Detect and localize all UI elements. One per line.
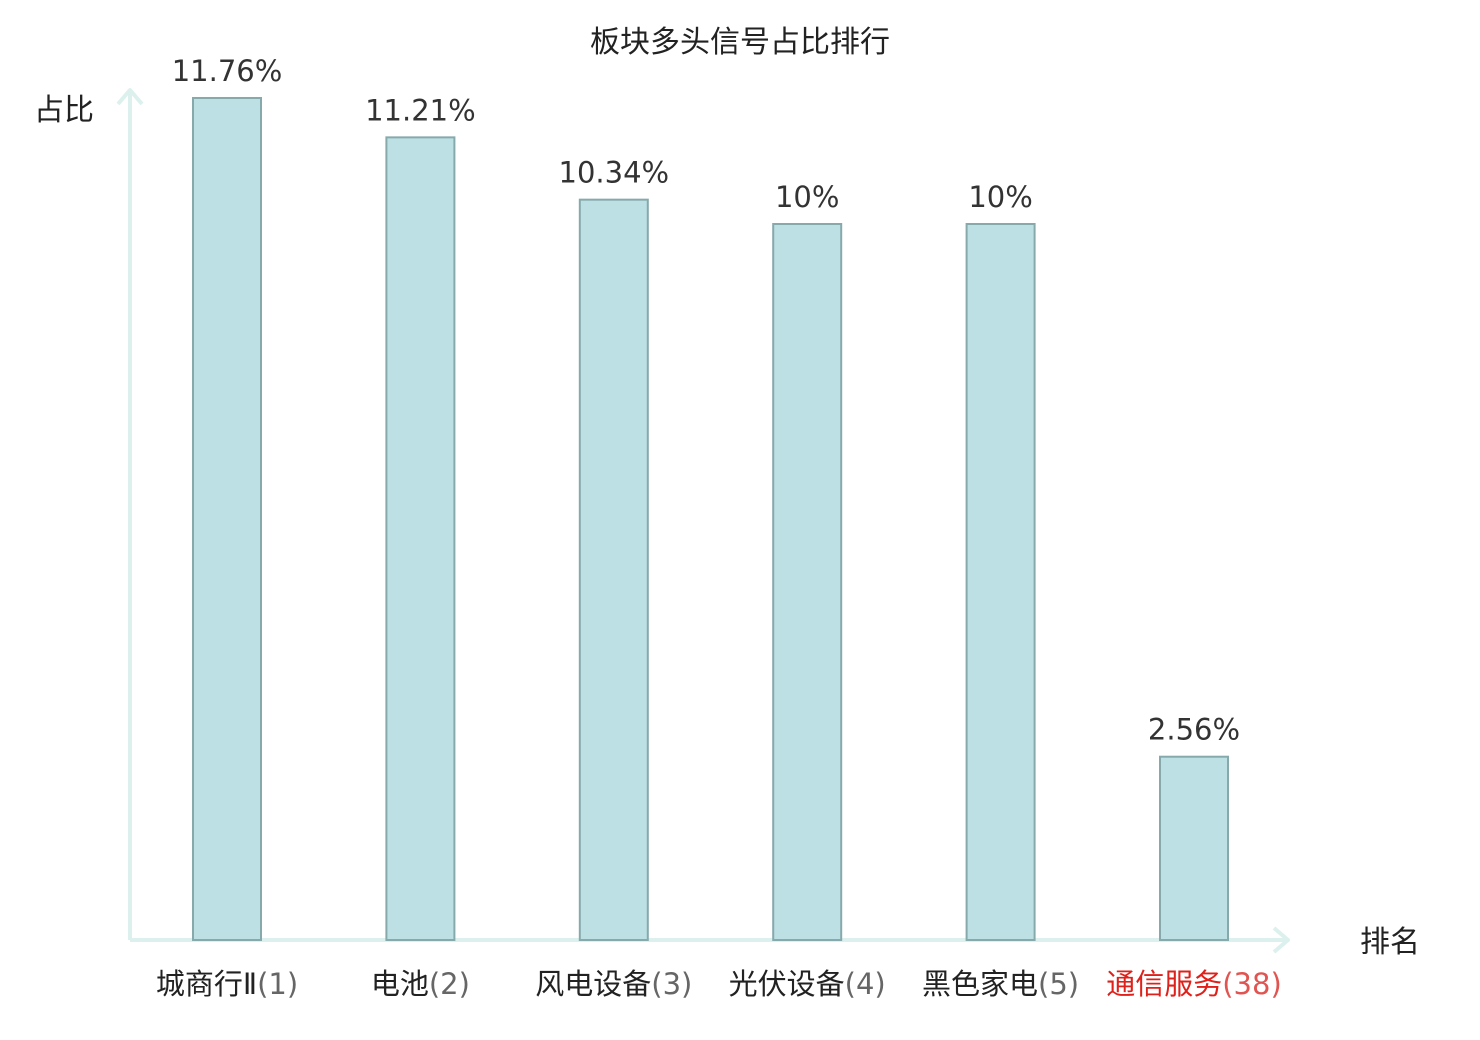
bar-4 — [772, 223, 843, 941]
x-axis-title: 排名 — [1360, 925, 1420, 960]
category-label-6: 通信服务(38) — [1106, 967, 1282, 1001]
category-rank: (1) — [257, 967, 298, 1001]
bar-1 — [192, 96, 262, 941]
category-name: 黑色家电 — [922, 967, 1038, 1001]
category-rank: (4) — [845, 967, 886, 1001]
bar-3 — [578, 198, 649, 941]
chart-title: 板块多头信号占比排行 — [590, 25, 890, 60]
x-axis-arrow-icon — [1272, 926, 1290, 954]
bar-5 — [965, 223, 1036, 941]
y-axis-arrow-icon — [116, 88, 144, 106]
category-name: 电池 — [371, 967, 429, 1001]
value-label-5: 10% — [968, 180, 1032, 214]
value-label-2: 11.21% — [365, 93, 476, 127]
category-labels-group: 城商行Ⅱ(1) 电池(2) 风电设备(3) 光伏设备(4) 黑色家电(5) 通信服务(38… — [156, 967, 1282, 1001]
category-name: 光伏设备 — [729, 967, 845, 1001]
category-label-1: 城商行Ⅱ(1) — [156, 967, 298, 1001]
category-name: 城商行Ⅱ — [156, 967, 257, 1001]
bars-group — [192, 96, 1229, 941]
value-labels-group: 11.76% 11.21% 10.34% 10% 10% 2.56% — [172, 54, 1240, 747]
value-label-4: 10% — [775, 180, 839, 214]
category-rank: (5) — [1038, 967, 1079, 1001]
bar-2 — [385, 136, 456, 941]
category-rank: (2) — [429, 967, 470, 1001]
category-label-5: 黑色家电(5) — [922, 967, 1079, 1001]
category-label-4: 光伏设备(4) — [729, 967, 886, 1001]
category-rank: (38) — [1222, 967, 1282, 1001]
category-name: 通信服务 — [1106, 967, 1222, 1001]
category-label-2: 电池(2) — [371, 967, 470, 1001]
category-label-3: 风电设备(3) — [535, 967, 692, 1001]
category-rank: (3) — [651, 967, 692, 1001]
value-label-3: 10.34% — [559, 156, 670, 190]
y-axis-title: 占比 — [34, 93, 94, 128]
value-label-6: 2.56% — [1148, 713, 1240, 747]
category-name: 风电设备 — [535, 967, 651, 1001]
bar-6 — [1159, 755, 1229, 941]
value-label-1: 11.76% — [172, 54, 283, 88]
